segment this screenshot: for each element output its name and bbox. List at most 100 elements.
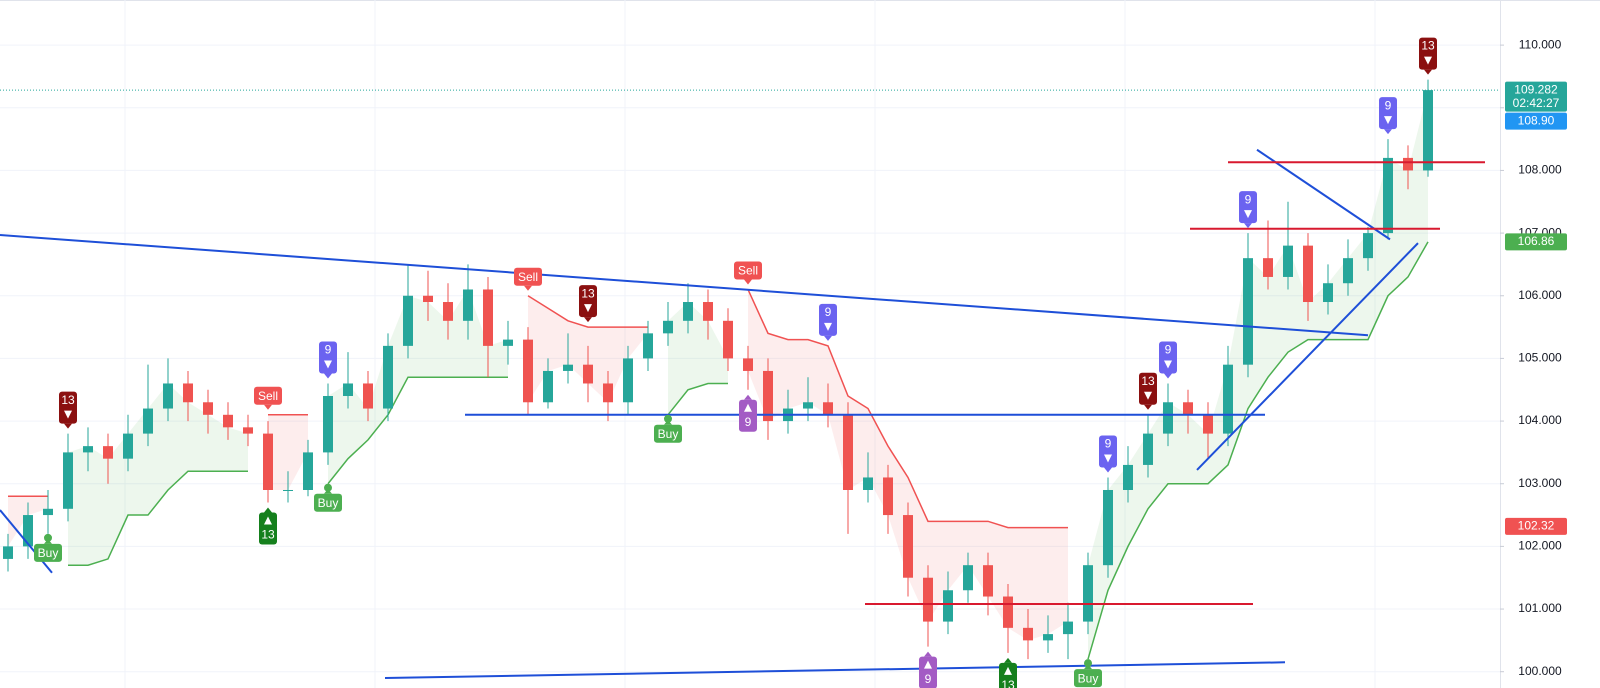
trail-fill xyxy=(1088,90,1428,660)
candle-body xyxy=(803,402,813,409)
y-tick-label: 104.000 xyxy=(1518,413,1562,427)
marker-label: 13 xyxy=(1001,678,1015,688)
marker-label: 9 xyxy=(1105,437,1112,451)
y-tick-label: 101.000 xyxy=(1518,601,1562,615)
price-tag xyxy=(1505,517,1567,535)
marker-label: 9 xyxy=(1245,192,1252,206)
candle-body xyxy=(1283,245,1293,277)
signal-marker: 13 xyxy=(1139,372,1157,410)
candle-body xyxy=(303,452,313,490)
marker-arrow xyxy=(264,516,272,525)
candle-body xyxy=(763,370,773,422)
candle-body xyxy=(523,339,533,403)
marker-box xyxy=(1419,37,1437,70)
candle-body xyxy=(1063,621,1073,635)
candle-body xyxy=(843,414,853,490)
marker-arrow xyxy=(64,410,72,419)
marker-pointer xyxy=(264,404,272,410)
signal-marker: Buy xyxy=(34,533,62,562)
candle-body xyxy=(1243,258,1253,365)
marker-arrow xyxy=(1144,391,1152,400)
y-tick-label: 102.000 xyxy=(1518,539,1562,553)
marker-label: Sell xyxy=(738,264,758,278)
marker-label: 9 xyxy=(925,672,932,686)
marker-pointer xyxy=(1244,223,1252,229)
trend-line xyxy=(384,661,1286,679)
signal-marker: Sell xyxy=(514,267,542,291)
signal-marker: 9 xyxy=(319,341,337,379)
signal-marker: 9 xyxy=(1159,341,1177,379)
countdown-label: 02:42:27 xyxy=(1513,96,1560,110)
trail-fill xyxy=(328,289,508,484)
candle-body xyxy=(183,383,193,403)
marker-pointer xyxy=(824,335,832,341)
marker-box xyxy=(1379,97,1397,130)
marker-pointer xyxy=(1144,404,1152,410)
marker-box xyxy=(1239,191,1257,224)
marker-arrow xyxy=(1244,210,1252,219)
candle-body xyxy=(1423,90,1433,171)
y-tick-label: 100.000 xyxy=(1518,664,1562,678)
candle-body xyxy=(1043,634,1053,641)
signal-marker: Buy xyxy=(1074,659,1102,688)
y-tick-label: 110.000 xyxy=(1519,37,1562,51)
marker-pointer xyxy=(1424,69,1432,75)
candle-body xyxy=(243,427,253,434)
candle-body xyxy=(563,364,573,371)
marker-label: 13 xyxy=(1141,374,1155,388)
marker-pointer xyxy=(744,279,752,285)
candle-body xyxy=(383,345,393,409)
marker-box xyxy=(1074,669,1102,688)
marker-label: 9 xyxy=(325,343,332,357)
marker-dot xyxy=(44,533,52,542)
candle-body xyxy=(663,320,673,334)
marker-pointer xyxy=(1384,129,1392,135)
marker-pointer xyxy=(524,285,532,291)
candle-body xyxy=(283,489,293,491)
marker-arrow xyxy=(584,304,592,313)
candle-body xyxy=(903,515,913,578)
candle-body xyxy=(743,358,753,371)
candle-body xyxy=(1323,283,1333,303)
marker-box xyxy=(319,341,337,374)
trend-line xyxy=(1196,242,1419,471)
marker-pointer xyxy=(324,373,332,379)
candle-body xyxy=(883,477,893,516)
marker-pointer xyxy=(584,317,592,323)
marker-arrow xyxy=(924,660,932,669)
price-tag-label: 106.86 xyxy=(1518,234,1555,248)
marker-dot xyxy=(324,483,332,492)
marker-box xyxy=(919,656,937,688)
marker-pointer xyxy=(1164,373,1172,379)
marker-box xyxy=(579,285,597,318)
candle-body xyxy=(143,408,153,434)
marker-label: Buy xyxy=(1078,671,1099,685)
price-tag-label: 109.282 xyxy=(1514,82,1558,96)
price-tag xyxy=(1505,112,1567,130)
candle-body xyxy=(1223,364,1233,434)
candle-body xyxy=(1383,157,1393,234)
candle-body xyxy=(963,565,973,591)
marker-box xyxy=(259,512,277,545)
marker-pointer xyxy=(744,394,752,400)
trail-line xyxy=(68,241,1429,660)
candle-body xyxy=(1123,464,1133,490)
signal-marker: Sell xyxy=(734,261,762,285)
y-tick-label: 106.000 xyxy=(1518,288,1562,302)
trail-fill xyxy=(268,414,308,490)
marker-box xyxy=(1099,435,1117,468)
candle-body xyxy=(623,358,633,403)
marker-dot xyxy=(664,414,672,423)
candle-body xyxy=(483,289,493,346)
marker-label: Buy xyxy=(38,546,59,560)
marker-box xyxy=(999,662,1017,688)
marker-arrow xyxy=(744,403,752,412)
trail-fill xyxy=(68,383,248,566)
signal-marker: Buy xyxy=(654,414,682,443)
candle-body xyxy=(703,302,713,321)
signal-marker: 13 xyxy=(59,391,77,429)
marker-label: Sell xyxy=(518,270,538,284)
signal-marker: 13 xyxy=(579,285,597,323)
candle-body xyxy=(1363,233,1373,259)
